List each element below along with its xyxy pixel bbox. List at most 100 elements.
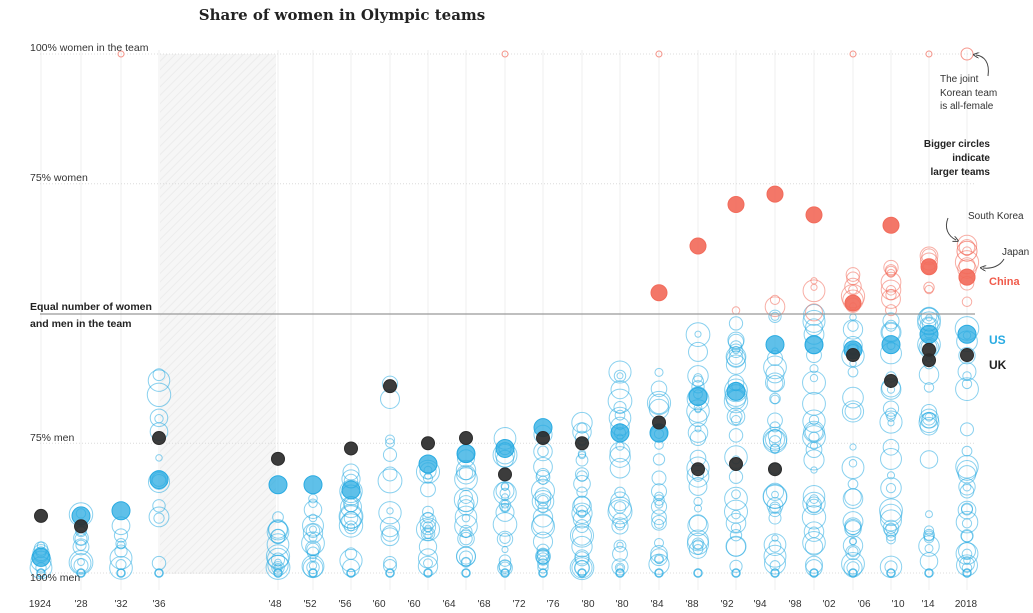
team-circle bbox=[382, 447, 398, 462]
x-tick-label: '52 bbox=[303, 599, 316, 610]
team-circle bbox=[923, 525, 935, 536]
team-circle bbox=[725, 346, 747, 368]
team-circle bbox=[925, 510, 933, 519]
team-circle bbox=[651, 509, 667, 526]
x-tick-label: '48 bbox=[268, 599, 281, 610]
team-circle bbox=[886, 534, 896, 545]
team-circle bbox=[607, 499, 633, 525]
team-circle bbox=[73, 557, 89, 573]
team-circle bbox=[613, 501, 627, 514]
x-tick-label: '56 bbox=[338, 599, 351, 610]
team-circle bbox=[495, 502, 515, 522]
team-circle bbox=[305, 523, 321, 539]
team-circle bbox=[271, 561, 285, 575]
team-circle bbox=[454, 505, 478, 529]
team-circle bbox=[499, 487, 511, 499]
team-circle bbox=[847, 320, 859, 332]
team-circle bbox=[501, 505, 509, 513]
team-circle bbox=[693, 504, 703, 513]
team-circle bbox=[924, 284, 934, 295]
team-circle bbox=[575, 453, 589, 467]
team-circle bbox=[768, 511, 782, 525]
team-circle bbox=[729, 528, 743, 542]
team-circle bbox=[498, 554, 512, 567]
team-circle bbox=[880, 271, 902, 293]
team-circle bbox=[420, 481, 436, 498]
uk-team-circle bbox=[652, 415, 666, 430]
team-circle bbox=[879, 498, 903, 523]
team-circle bbox=[531, 490, 555, 513]
team-circle bbox=[880, 477, 902, 499]
china-team-circle bbox=[920, 258, 938, 276]
x-tick-label: '68 bbox=[477, 599, 490, 610]
team-circle bbox=[117, 50, 125, 58]
team-circle bbox=[842, 535, 864, 556]
us-team-circle bbox=[456, 444, 476, 464]
uk-team-circle bbox=[691, 462, 705, 477]
team-circle bbox=[958, 478, 976, 496]
team-circle bbox=[803, 521, 825, 542]
uk-team-circle bbox=[152, 431, 166, 446]
team-circle bbox=[267, 547, 289, 570]
team-circle bbox=[770, 394, 780, 405]
team-circle bbox=[764, 372, 786, 393]
team-circle bbox=[571, 557, 593, 579]
team-circle bbox=[535, 469, 551, 485]
team-circle bbox=[957, 362, 977, 382]
team-circle bbox=[571, 535, 593, 558]
team-circle bbox=[770, 311, 780, 321]
us-team-circle bbox=[726, 381, 746, 401]
team-circle bbox=[769, 294, 781, 305]
team-circle bbox=[847, 546, 859, 558]
team-circle bbox=[880, 509, 902, 532]
team-circle bbox=[691, 537, 705, 551]
team-circle bbox=[458, 550, 474, 565]
team-circle bbox=[577, 568, 587, 578]
team-circle bbox=[651, 514, 667, 531]
team-circle bbox=[844, 517, 862, 536]
us-team-circle bbox=[303, 475, 323, 495]
china-team-circle bbox=[958, 268, 976, 286]
team-circle bbox=[768, 539, 782, 553]
y-tick-75-men: 75% men bbox=[30, 432, 75, 444]
team-circle bbox=[415, 517, 441, 542]
team-circle bbox=[919, 417, 939, 436]
team-circle bbox=[456, 464, 476, 485]
team-circle bbox=[685, 322, 711, 348]
team-circle bbox=[802, 309, 826, 333]
team-circle bbox=[763, 544, 787, 568]
team-circle bbox=[338, 513, 364, 538]
team-circle bbox=[767, 412, 783, 429]
team-circle bbox=[377, 468, 403, 494]
team-circle bbox=[380, 527, 400, 547]
team-circle bbox=[923, 281, 935, 294]
team-circle bbox=[884, 304, 898, 317]
team-circle bbox=[534, 487, 552, 504]
team-circle bbox=[924, 412, 934, 422]
team-circle bbox=[803, 449, 825, 471]
team-circle bbox=[879, 555, 903, 579]
team-circle bbox=[879, 410, 903, 434]
team-circle bbox=[152, 499, 166, 513]
china-team-circle bbox=[882, 216, 900, 234]
uk-team-circle bbox=[383, 379, 397, 394]
uk-team-circle bbox=[459, 431, 473, 446]
team-circle bbox=[573, 474, 591, 493]
team-circle bbox=[116, 540, 126, 550]
team-circle bbox=[802, 425, 826, 449]
team-circle bbox=[731, 568, 741, 578]
team-circle bbox=[537, 562, 549, 574]
x-tick-label: '76 bbox=[546, 599, 559, 610]
y-tick-equal-line2: and men in the team bbox=[30, 318, 132, 330]
team-circle bbox=[654, 499, 664, 509]
legend-label-us: US bbox=[989, 333, 1006, 347]
team-circle bbox=[766, 375, 784, 392]
team-circle bbox=[383, 555, 397, 570]
uk-team-circle bbox=[34, 508, 48, 523]
team-circle bbox=[687, 515, 709, 537]
team-circle bbox=[148, 506, 170, 528]
team-circle bbox=[960, 503, 974, 516]
annotation-japan: Japan bbox=[1002, 247, 1029, 258]
data-marks bbox=[29, 47, 980, 581]
annotation-south-korea-arrow-icon bbox=[945, 217, 956, 240]
